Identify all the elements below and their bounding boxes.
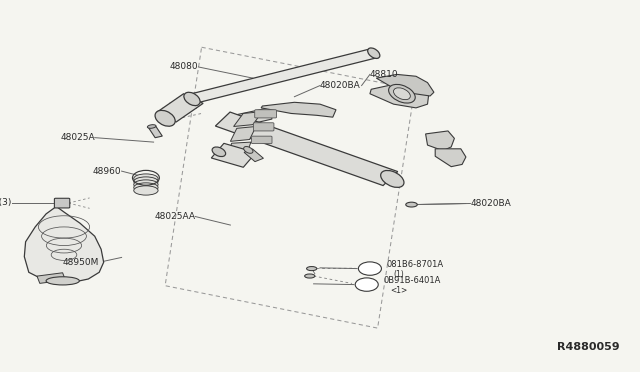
Polygon shape: [426, 131, 454, 151]
Ellipse shape: [134, 186, 158, 195]
FancyBboxPatch shape: [255, 110, 276, 118]
Ellipse shape: [155, 110, 175, 126]
Ellipse shape: [134, 177, 158, 186]
Polygon shape: [211, 143, 256, 167]
Text: 48020BA: 48020BA: [320, 81, 361, 90]
Text: 48020BA: 48020BA: [470, 199, 511, 208]
Text: 48960: 48960: [93, 167, 122, 176]
Ellipse shape: [388, 84, 415, 103]
Ellipse shape: [134, 174, 158, 183]
Text: 48950M: 48950M: [63, 258, 99, 267]
Ellipse shape: [212, 147, 226, 157]
Text: 0B91B-6401A: 0B91B-6401A: [383, 276, 441, 285]
Ellipse shape: [381, 170, 404, 187]
Ellipse shape: [406, 202, 417, 207]
Ellipse shape: [394, 88, 410, 100]
Ellipse shape: [305, 274, 315, 278]
Text: R4880059: R4880059: [557, 341, 620, 352]
Polygon shape: [376, 74, 434, 96]
Ellipse shape: [46, 277, 79, 285]
Text: 48025AA: 48025AA: [154, 212, 195, 221]
Text: 48080: 48080: [170, 62, 198, 71]
Ellipse shape: [307, 266, 317, 271]
Ellipse shape: [134, 180, 158, 189]
Text: N: N: [364, 280, 370, 289]
Polygon shape: [230, 126, 256, 141]
Polygon shape: [157, 94, 203, 122]
Text: 48020B(3): 48020B(3): [0, 198, 12, 207]
FancyBboxPatch shape: [252, 136, 272, 144]
Polygon shape: [261, 102, 336, 117]
Ellipse shape: [147, 125, 156, 128]
Polygon shape: [190, 49, 376, 103]
Polygon shape: [435, 149, 466, 167]
Text: B: B: [367, 264, 373, 273]
Text: 081B6-8701A: 081B6-8701A: [387, 260, 444, 269]
Polygon shape: [234, 112, 262, 126]
FancyBboxPatch shape: [253, 123, 274, 131]
Ellipse shape: [244, 147, 253, 153]
Polygon shape: [216, 112, 397, 186]
Ellipse shape: [184, 92, 200, 106]
Polygon shape: [370, 84, 429, 108]
Circle shape: [358, 262, 381, 275]
Text: 48810: 48810: [370, 70, 399, 79]
Ellipse shape: [367, 48, 380, 58]
Ellipse shape: [134, 183, 158, 192]
Circle shape: [355, 278, 378, 291]
Polygon shape: [227, 142, 251, 156]
Text: 48025A: 48025A: [60, 133, 95, 142]
Text: (1): (1): [393, 270, 404, 279]
Polygon shape: [244, 149, 264, 161]
Polygon shape: [24, 206, 104, 283]
Polygon shape: [148, 126, 163, 138]
Text: <1>: <1>: [390, 286, 407, 295]
Polygon shape: [37, 273, 65, 283]
Polygon shape: [234, 108, 272, 126]
FancyBboxPatch shape: [54, 198, 70, 208]
